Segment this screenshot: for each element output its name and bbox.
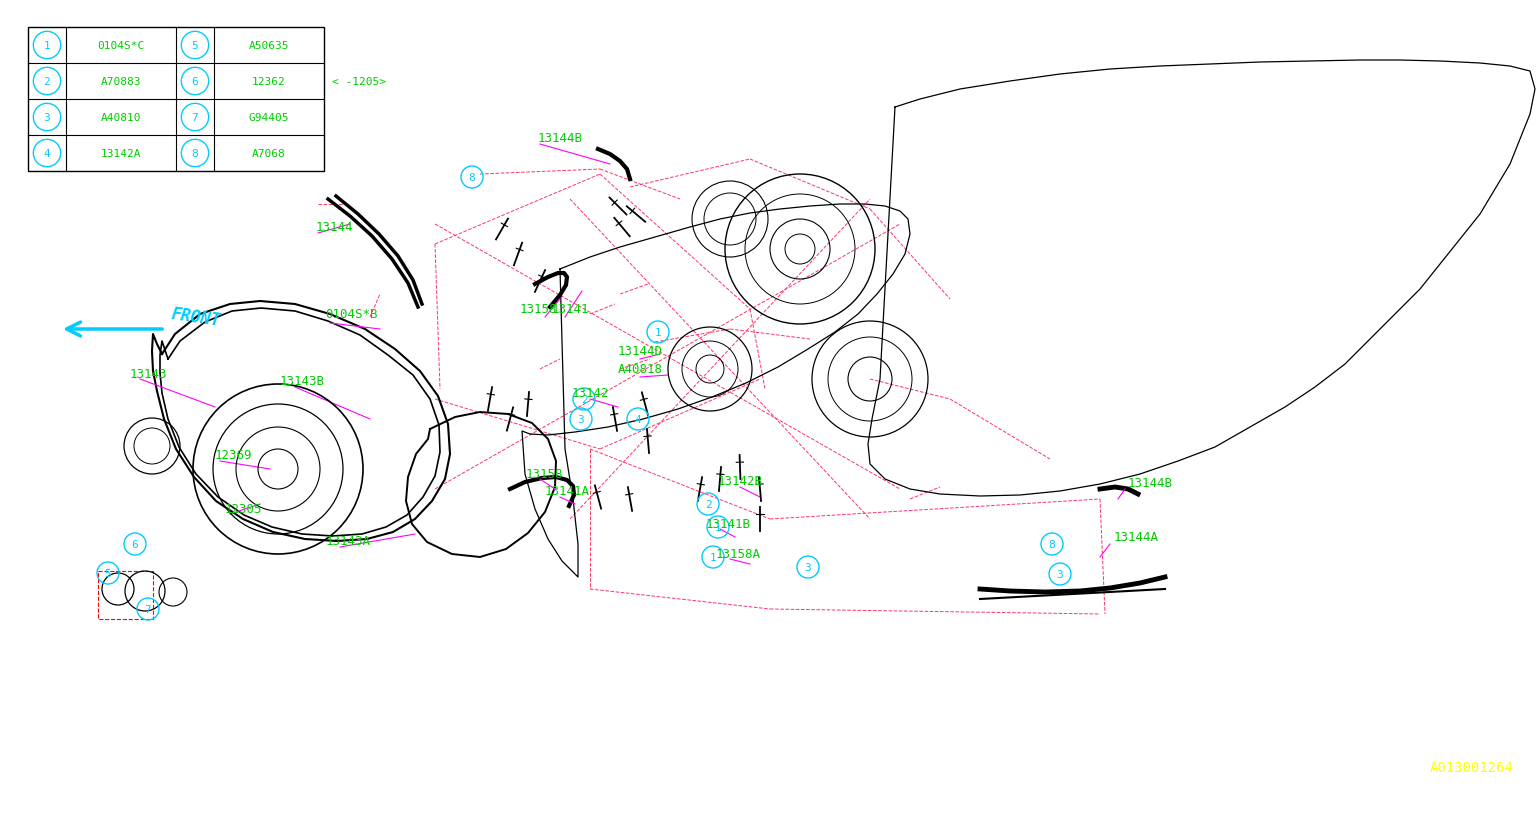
Text: 13143A: 13143A bbox=[326, 535, 371, 547]
Text: A7068: A7068 bbox=[252, 149, 286, 159]
Text: 4: 4 bbox=[43, 149, 51, 159]
Text: 13144D: 13144D bbox=[618, 345, 663, 358]
Text: 8: 8 bbox=[469, 173, 475, 183]
Text: G94405: G94405 bbox=[249, 112, 289, 123]
Text: 1: 1 bbox=[655, 327, 661, 337]
Text: 2: 2 bbox=[43, 77, 51, 87]
Text: 3: 3 bbox=[43, 112, 51, 123]
Text: 1: 1 bbox=[715, 523, 721, 533]
Text: 12305: 12305 bbox=[225, 503, 263, 516]
Text: 3: 3 bbox=[804, 562, 812, 572]
Text: A70883: A70883 bbox=[102, 77, 141, 87]
Text: 0104S*C: 0104S*C bbox=[97, 41, 145, 51]
Text: A40810: A40810 bbox=[102, 112, 141, 123]
Text: 13142B: 13142B bbox=[718, 475, 763, 488]
Text: 13144A: 13144A bbox=[1114, 531, 1160, 544]
Text: 6: 6 bbox=[132, 539, 138, 549]
Text: 0104S*B: 0104S*B bbox=[325, 308, 377, 321]
Text: 13141: 13141 bbox=[552, 304, 589, 316]
Text: 13144B: 13144B bbox=[1127, 477, 1173, 490]
Text: 13144: 13144 bbox=[315, 222, 354, 234]
Text: 3: 3 bbox=[1057, 569, 1063, 579]
Text: 6: 6 bbox=[192, 77, 198, 87]
Text: 8: 8 bbox=[192, 149, 198, 159]
Text: 13144B: 13144B bbox=[538, 131, 583, 145]
Text: 12362: 12362 bbox=[252, 77, 286, 87]
Text: 5: 5 bbox=[105, 568, 111, 578]
Text: 2: 2 bbox=[704, 500, 712, 509]
Text: 13143B: 13143B bbox=[280, 375, 325, 388]
Text: 13158A: 13158A bbox=[717, 547, 761, 561]
Text: 4: 4 bbox=[635, 414, 641, 424]
Text: 13158: 13158 bbox=[526, 468, 563, 481]
Text: 13158: 13158 bbox=[520, 304, 557, 316]
Text: A013001264: A013001264 bbox=[1430, 760, 1513, 774]
Text: 1: 1 bbox=[43, 41, 51, 51]
Text: 12369: 12369 bbox=[215, 449, 252, 462]
Text: 7: 7 bbox=[145, 605, 151, 614]
Text: 13142A: 13142A bbox=[102, 149, 141, 159]
Text: < -1205>: < -1205> bbox=[332, 77, 386, 87]
Bar bbox=[98, 571, 152, 619]
Text: 8: 8 bbox=[1049, 539, 1055, 549]
Text: 13141B: 13141B bbox=[706, 518, 751, 531]
Text: A40818: A40818 bbox=[618, 363, 663, 376]
Text: 2: 2 bbox=[581, 394, 588, 404]
Text: 3: 3 bbox=[578, 414, 584, 424]
Text: 7: 7 bbox=[192, 112, 198, 123]
Text: FRONT: FRONT bbox=[171, 305, 221, 330]
Text: 1: 1 bbox=[709, 552, 717, 562]
Text: 13143: 13143 bbox=[131, 368, 168, 381]
Text: 5: 5 bbox=[192, 41, 198, 51]
Bar bbox=[28, 28, 325, 172]
Text: 13141A: 13141A bbox=[544, 485, 591, 498]
Text: 13142: 13142 bbox=[572, 387, 609, 400]
Text: A50635: A50635 bbox=[249, 41, 289, 51]
